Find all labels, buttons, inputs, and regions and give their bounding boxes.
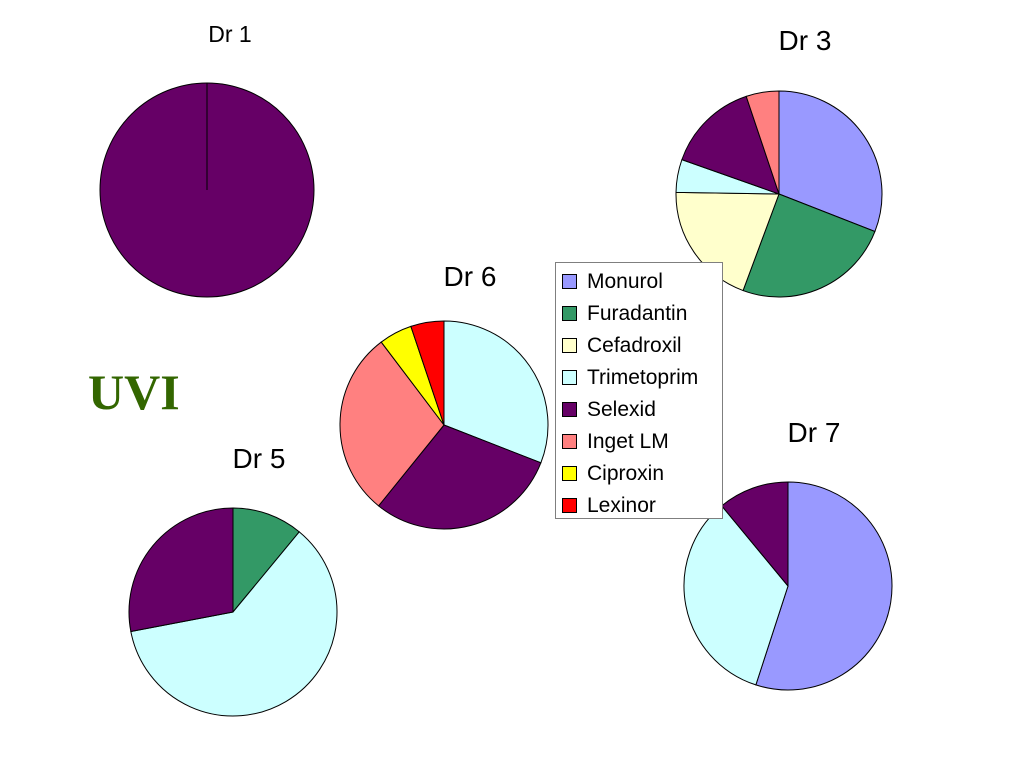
legend-swatch-lexinor (562, 498, 577, 513)
pie-slice-dr-3-cefadroxil (675, 191, 780, 292)
pie-slice-dr-5-selexid (128, 507, 234, 633)
pie-slice-dr-6-selexid (377, 424, 542, 530)
pie-slice-dr-5-furadantin (232, 507, 300, 614)
pie-title-dr-6: Dr 6 (444, 261, 497, 292)
legend-swatch-ciproxin (562, 466, 577, 481)
pie-dr-6 (339, 320, 549, 530)
legend-label-cefadroxil: Cefadroxil (587, 334, 682, 357)
legend-swatch-monurol (562, 274, 577, 289)
slide-title: UVI (88, 364, 180, 420)
legend-label-trimetoprim: Trimetoprim (587, 366, 699, 389)
pie-slice-dr-6-trimetoprim (443, 320, 549, 464)
legend-label-selexid: Selexid (587, 398, 656, 421)
pie-title-dr-3: Dr 3 (779, 25, 832, 56)
pie-slice-dr-5-trimetoprim (130, 531, 338, 717)
legend-swatch-trimetoprim (562, 370, 577, 385)
pie-dr-5 (128, 507, 338, 717)
pie-slice-dr-6-inget-lm (339, 341, 445, 507)
legend-label-monurol: Monurol (587, 270, 663, 293)
pie-title-dr-1: Dr 1 (208, 21, 251, 47)
pie-slice-dr-7-monurol (755, 481, 893, 691)
legend-swatch-selexid (562, 402, 577, 417)
pie-title-dr-5: Dr 5 (233, 443, 286, 474)
pie-title-dr-7: Dr 7 (788, 417, 841, 448)
legend-swatch-inget-lm (562, 434, 577, 449)
pie-slice-dr-3-furadantin (742, 193, 876, 298)
legend: Monurol Furadantin Cefadroxil Trimetopri… (555, 262, 723, 519)
legend-label-lexinor: Lexinor (587, 494, 656, 517)
pie-slice-dr-3-inget-lm (745, 90, 780, 195)
pie-dr-1 (99, 82, 315, 298)
pie-dr-3 (675, 90, 883, 298)
pie-slice-dr-3-selexid (681, 95, 780, 195)
pie-slice-dr-6-lexinor (410, 320, 445, 426)
legend-swatch-cefadroxil (562, 338, 577, 353)
pie-slice-dr-7-trimetoprim (683, 505, 789, 686)
pie-dr-7 (683, 481, 893, 691)
legend-label-ciproxin: Ciproxin (587, 462, 665, 485)
legend-label-furadantin: Furadantin (587, 302, 688, 325)
legend-swatch-furadantin (562, 306, 577, 321)
legend-label-inget-lm: Inget LM (587, 430, 669, 453)
pie-slice-dr-3-monurol (778, 90, 883, 233)
